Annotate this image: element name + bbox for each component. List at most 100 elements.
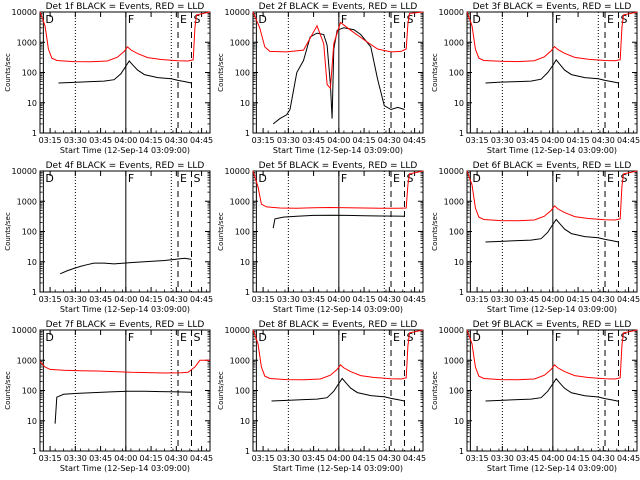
marker-label: F bbox=[555, 13, 561, 26]
x-tick-label: 04:30 bbox=[378, 295, 401, 304]
x-tick-label: 04:30 bbox=[378, 454, 401, 463]
x-tick-label: 04:15 bbox=[140, 136, 163, 145]
marker-label: E bbox=[180, 172, 187, 185]
y-axis-label: Counts/sec bbox=[431, 53, 439, 92]
y-tick-label: 1 bbox=[245, 129, 250, 138]
y-axis-label: Counts/sec bbox=[4, 371, 12, 410]
panel-title: Det 2f BLACK = Events, RED = LLD bbox=[259, 2, 418, 12]
marker-label: F bbox=[341, 13, 347, 26]
detector-panel: Det 4f BLACK = Events, RED = LLD 1 10 100 10… bbox=[4, 161, 213, 314]
y-tick-label: 1000 bbox=[444, 38, 464, 47]
y-tick-label: 10 bbox=[27, 99, 37, 108]
y-axis-label: Counts/sec bbox=[217, 212, 225, 251]
y-tick-label: 1000 bbox=[17, 356, 37, 365]
x-tick-label: 04:15 bbox=[353, 295, 376, 304]
marker-label: E bbox=[393, 172, 400, 185]
x-tick-label: 03:45 bbox=[302, 136, 325, 145]
x-tick-label: 04:00 bbox=[114, 295, 137, 304]
detector-panel: Det 2f BLACK = Events, RED = LLD 1 10 100 10… bbox=[217, 2, 426, 155]
lld-series-line bbox=[466, 11, 638, 63]
plot-frame bbox=[466, 170, 638, 293]
x-tick-label: 04:45 bbox=[190, 295, 213, 304]
y-tick-label: 10000 bbox=[225, 167, 250, 176]
marker-label: F bbox=[128, 172, 134, 185]
y-tick-label: 10 bbox=[240, 258, 250, 267]
x-axis-label: Start Time (12-Sep-14 03:09:00) bbox=[60, 305, 190, 314]
marker-label: E bbox=[393, 13, 400, 26]
x-tick-label: 03:30 bbox=[64, 454, 87, 463]
y-tick-label: 10000 bbox=[439, 167, 464, 176]
x-tick-label: 03:45 bbox=[89, 454, 112, 463]
y-tick-label: 100 bbox=[235, 228, 250, 237]
lld-series-line bbox=[252, 329, 424, 381]
y-tick-label: 10000 bbox=[225, 8, 250, 17]
marker-label: S bbox=[406, 331, 413, 344]
x-tick-label: 04:15 bbox=[353, 454, 376, 463]
marker-label: F bbox=[341, 331, 347, 344]
x-axis-label: Start Time (12-Sep-14 03:09:00) bbox=[60, 464, 190, 473]
x-tick-label: 03:45 bbox=[302, 295, 325, 304]
y-tick-label: 100 bbox=[449, 228, 464, 237]
panel-title: Det 5f BLACK = Events, RED = LLD bbox=[259, 161, 418, 171]
x-tick-label: 03:45 bbox=[89, 136, 112, 145]
lld-series-line bbox=[466, 329, 638, 381]
x-axis-label: Start Time (12-Sep-14 03:09:00) bbox=[487, 146, 617, 155]
panel-title: Det 6f BLACK = Events, RED = LLD bbox=[473, 161, 632, 171]
y-tick-label: 10 bbox=[27, 417, 37, 426]
x-tick-label: 04:15 bbox=[353, 136, 376, 145]
marker-label: E bbox=[607, 331, 614, 344]
x-tick-label: 04:45 bbox=[403, 136, 426, 145]
y-tick-label: 100 bbox=[22, 69, 37, 78]
marker-label: D bbox=[45, 172, 53, 185]
lld-series-line bbox=[39, 359, 210, 374]
marker-label: E bbox=[607, 13, 614, 26]
marker-label: S bbox=[620, 331, 627, 344]
y-tick-label: 10 bbox=[454, 258, 464, 267]
events-series-line bbox=[485, 377, 619, 402]
events-series-line bbox=[54, 390, 192, 424]
panel-title: Det 9f BLACK = Events, RED = LLD bbox=[473, 320, 632, 330]
y-tick-label: 1 bbox=[32, 447, 37, 456]
marker-label: D bbox=[45, 331, 53, 344]
y-tick-label: 10000 bbox=[439, 8, 464, 17]
marker-label: D bbox=[258, 13, 266, 26]
x-axis-label: Start Time (12-Sep-14 03:09:00) bbox=[273, 305, 403, 314]
marker-label: E bbox=[393, 331, 400, 344]
detector-panel: Det 5f BLACK = Events, RED = LLD 1 10 100 10… bbox=[217, 161, 426, 314]
y-axis-label: Counts/sec bbox=[217, 53, 225, 92]
marker-label: D bbox=[45, 13, 53, 26]
x-tick-label: 04:30 bbox=[165, 136, 188, 145]
x-tick-label: 04:00 bbox=[327, 454, 350, 463]
lld-series-line bbox=[252, 11, 424, 90]
y-tick-label: 100 bbox=[235, 387, 250, 396]
y-axis-label: Counts/sec bbox=[4, 53, 12, 92]
y-tick-label: 1000 bbox=[444, 356, 464, 365]
x-tick-label: 03:15 bbox=[466, 454, 489, 463]
events-series-line bbox=[271, 377, 405, 402]
events-series-line bbox=[272, 27, 405, 125]
x-tick-label: 04:00 bbox=[114, 454, 137, 463]
panel-title: Det 4f BLACK = Events, RED = LLD bbox=[46, 161, 205, 171]
y-tick-label: 10000 bbox=[12, 326, 37, 335]
x-tick-label: 04:15 bbox=[567, 136, 590, 145]
x-axis-label: Start Time (12-Sep-14 03:09:00) bbox=[273, 464, 403, 473]
plot-frame bbox=[39, 170, 211, 293]
marker-label: F bbox=[555, 331, 561, 344]
x-tick-label: 03:30 bbox=[277, 136, 300, 145]
events-series-line bbox=[58, 60, 192, 84]
plot-frame bbox=[466, 329, 638, 452]
y-tick-label: 10000 bbox=[12, 8, 37, 17]
events-series-line bbox=[60, 257, 192, 275]
marker-label: E bbox=[607, 172, 614, 185]
x-tick-label: 03:45 bbox=[516, 454, 539, 463]
marker-label: S bbox=[193, 13, 200, 26]
x-tick-label: 03:15 bbox=[466, 136, 489, 145]
events-series-line bbox=[485, 59, 619, 84]
y-tick-label: 10 bbox=[240, 99, 250, 108]
panel-title: Det 8f BLACK = Events, RED = LLD bbox=[259, 320, 418, 330]
y-tick-label: 10000 bbox=[225, 326, 250, 335]
plot-frame bbox=[252, 329, 424, 452]
marker-label: F bbox=[128, 13, 134, 26]
x-tick-label: 03:15 bbox=[252, 295, 275, 304]
